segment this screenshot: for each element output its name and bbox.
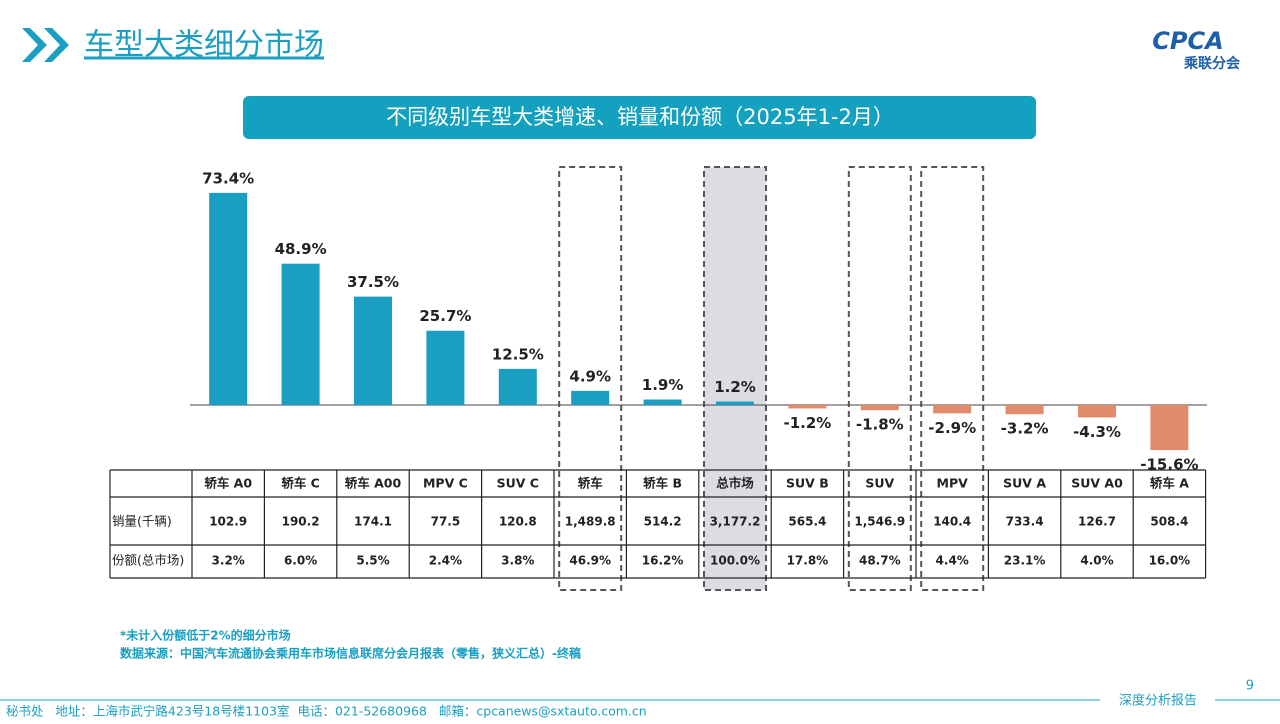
category-label: 轿车 A00 xyxy=(345,476,402,491)
table-cell: 17.8% xyxy=(787,554,829,568)
bar xyxy=(716,401,754,405)
value-label: -2.9% xyxy=(928,419,976,437)
category-label: SUV C xyxy=(497,476,539,491)
row-label: 销量(千辆) xyxy=(112,514,172,529)
value-label: -3.2% xyxy=(1001,420,1049,438)
table-cell: 77.5 xyxy=(431,515,461,529)
bar xyxy=(426,330,465,405)
value-label: 48.9% xyxy=(275,240,327,258)
chart: 73.4% 48.9% 37.5% 25.7% 12.5% 4.9% 1.9% 1.2% -1.… xyxy=(109,166,1207,591)
table-cell: 140.4 xyxy=(933,515,971,529)
note: *未计入份额低于2%的细分市场 xyxy=(120,628,291,643)
bar xyxy=(1150,405,1189,451)
table-cell: 174.1 xyxy=(354,515,392,529)
report-label: 深度分析报告 xyxy=(1119,693,1197,709)
value-label: 73.4% xyxy=(202,169,254,187)
bar xyxy=(209,192,248,405)
table-cell: 565.4 xyxy=(788,515,826,529)
highlight-box xyxy=(558,166,623,591)
bar xyxy=(354,296,392,405)
page-title: 车型大类细分市场 xyxy=(84,28,324,63)
bar xyxy=(643,399,682,405)
category-label: SUV B xyxy=(786,476,829,491)
page-number: 9 xyxy=(1246,679,1254,694)
table-cell: 23.1% xyxy=(1004,554,1046,568)
chart-title-banner xyxy=(243,96,1036,139)
table-cell: 4.0% xyxy=(1080,554,1113,568)
table-cell: 2.4% xyxy=(429,554,462,568)
value-label: 1.9% xyxy=(642,376,684,394)
table-cell: 3.2% xyxy=(212,554,245,568)
row-label: 份额(总市场) xyxy=(112,553,184,568)
category-label: MPV xyxy=(937,476,969,491)
table-cell: 1,489.8 xyxy=(565,515,616,529)
bar xyxy=(1078,405,1116,418)
highlight-box xyxy=(703,166,767,591)
table-cell: 3,177.2 xyxy=(710,515,761,529)
category-label: SUV xyxy=(865,476,894,491)
title-icon xyxy=(22,28,69,62)
value-label: 25.7% xyxy=(419,307,471,325)
value-label: 12.5% xyxy=(492,345,544,363)
logo: CPCA xyxy=(1152,27,1223,55)
table-cell: 190.2 xyxy=(282,515,320,529)
category-label: 轿车 A0 xyxy=(204,476,252,491)
table-cell: 3.8% xyxy=(501,554,534,568)
table-cell: 16.2% xyxy=(642,554,684,568)
value-label: 4.9% xyxy=(569,367,611,385)
category-label: 轿车 xyxy=(578,476,604,491)
table-cell: 16.0% xyxy=(1149,554,1191,568)
value-label: -15.6% xyxy=(1140,456,1198,474)
table-cell: 48.7% xyxy=(859,554,901,568)
logo-sub: 乘联分会 xyxy=(1183,55,1241,72)
table-cell: 126.7 xyxy=(1078,515,1116,529)
bar xyxy=(571,390,610,405)
bar xyxy=(933,405,972,414)
value-label: 37.5% xyxy=(347,273,399,291)
category-label: MPV C xyxy=(423,476,468,491)
table-cell: 514.2 xyxy=(644,515,682,529)
bar xyxy=(498,368,537,405)
category-label: 轿车 A xyxy=(1150,476,1189,491)
value-label: 1.2% xyxy=(714,378,756,396)
category-label: 轿车 C xyxy=(281,476,320,491)
value-label: -1.2% xyxy=(783,414,831,432)
bar xyxy=(281,263,320,405)
table-cell: 733.4 xyxy=(1006,515,1044,529)
category-label: 总市场 xyxy=(716,476,754,491)
table-cell: 4.4% xyxy=(936,554,969,568)
table-cell: 100.0% xyxy=(710,554,760,568)
table-cell: 508.4 xyxy=(1150,515,1188,529)
table-cell: 5.5% xyxy=(356,554,389,568)
chart-title: 不同级别车型大类增速、销量和份额（2025年1-2月） xyxy=(386,105,894,129)
bar xyxy=(860,405,899,411)
highlight-box xyxy=(920,166,985,591)
bar xyxy=(1005,405,1044,415)
value-label: -1.8% xyxy=(856,416,904,434)
table-cell: 1,546.9 xyxy=(854,515,905,529)
footer-address: 秘书处 地址：上海市武宁路423号18号楼1103室 电话：021-526809… xyxy=(6,704,647,719)
note: 数据来源：中国汽车流通协会乘用车市场信息联席分会月报表（零售，狭义汇总）-终稿 xyxy=(120,646,581,661)
category-label: SUV A xyxy=(1003,476,1046,491)
table-cell: 6.0% xyxy=(284,554,317,568)
table-cell: 102.9 xyxy=(209,515,247,529)
table-cell: 120.8 xyxy=(499,515,537,529)
table-cell: 46.9% xyxy=(569,554,611,568)
value-label: -4.3% xyxy=(1073,423,1121,441)
category-label: SUV A0 xyxy=(1071,476,1123,491)
highlight-box xyxy=(847,166,912,591)
category-label: 轿车 B xyxy=(643,476,682,491)
bar xyxy=(788,405,827,409)
